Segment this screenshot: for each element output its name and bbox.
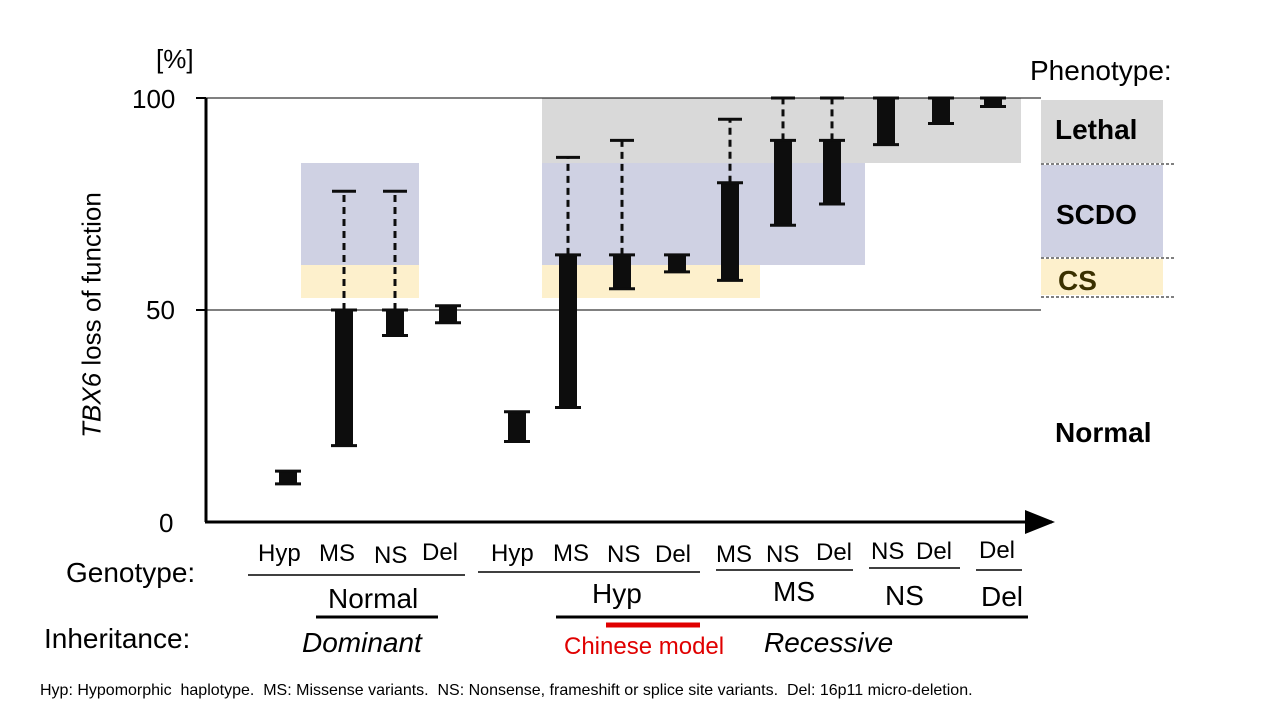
genotype-label: Hyp	[258, 540, 301, 567]
genotype-label: Del	[816, 539, 853, 566]
scdo-region-recessive	[542, 163, 865, 265]
y-axis-label-gene: TBX6	[76, 372, 107, 438]
range-bars	[275, 96, 1006, 486]
genotype-label: Hyp	[491, 540, 534, 567]
bar-solid-range	[877, 98, 895, 145]
chinese-model-label: Chinese model	[564, 633, 725, 660]
bar-solid-range	[932, 98, 950, 124]
group-label-ms: MS	[773, 576, 815, 607]
bar-solid-range	[984, 98, 1002, 107]
bar-solid-range	[823, 140, 841, 204]
group-label-hyp: Hyp	[592, 578, 642, 609]
y-axis-label-rest: loss of function	[76, 192, 107, 373]
footnote: Hyp: Hypomorphic haplotype. MS: Missense…	[40, 682, 973, 699]
y-tick-label-100: 100	[132, 84, 176, 114]
scdo-legend-box	[1041, 165, 1163, 257]
bar-solid-range	[613, 254, 631, 289]
dominant-label: Dominant	[302, 627, 422, 658]
genotype-title: Genotype:	[66, 557, 196, 588]
cs-region-dominant	[301, 265, 419, 298]
genotype-label: Del	[916, 538, 953, 565]
bar-solid-range	[386, 310, 404, 336]
genotype-label: MS	[716, 541, 752, 568]
genotype-label: NS	[374, 542, 408, 569]
bar-solid-range	[335, 310, 353, 446]
phenotype-legend	[1041, 100, 1175, 298]
phenotype-title: Phenotype:	[1030, 55, 1172, 86]
bar-solid-range	[721, 182, 739, 281]
genotype-label: Del	[422, 539, 459, 566]
y-axis-label: TBX6 loss of function	[77, 192, 108, 438]
group-label-ns: NS	[885, 580, 924, 611]
genotype-label: NS	[766, 541, 800, 568]
y-unit-label: [%]	[156, 44, 194, 74]
scdo-region-dominant	[301, 163, 419, 265]
recessive-label: Recessive	[764, 627, 894, 658]
genotype-label: MS	[319, 540, 355, 567]
genotype-label: MS	[553, 540, 589, 567]
genotype-label: NS	[607, 541, 641, 568]
inheritance-title: Inheritance:	[44, 623, 191, 654]
genotype-label: Del	[655, 541, 692, 568]
phenotype-shading	[301, 98, 1021, 298]
genotype-label: Del	[979, 537, 1016, 564]
bar-solid-range	[439, 305, 457, 323]
bar-solid-range	[668, 254, 686, 272]
bar-solid-range	[279, 471, 297, 484]
scdo-label: SCDO	[1056, 199, 1137, 230]
bar-solid-range	[559, 254, 577, 408]
lethal-legend-box	[1041, 100, 1163, 163]
genotype-underlines	[248, 567, 1022, 576]
y-tick-label-50: 50	[146, 295, 175, 325]
lethal-label: Lethal	[1055, 114, 1138, 145]
cs-label: CS	[1058, 265, 1097, 296]
normal-phenotype-label: Normal	[1055, 417, 1152, 448]
group-label-normal: Normal	[328, 583, 419, 614]
cs-legend-box	[1041, 259, 1163, 295]
y-tick-label-0: 0	[159, 508, 174, 538]
bar-solid-range	[508, 411, 526, 442]
group-label-del: Del	[981, 581, 1024, 612]
bar-solid-range	[774, 140, 792, 226]
genotype-label: NS	[871, 538, 905, 565]
